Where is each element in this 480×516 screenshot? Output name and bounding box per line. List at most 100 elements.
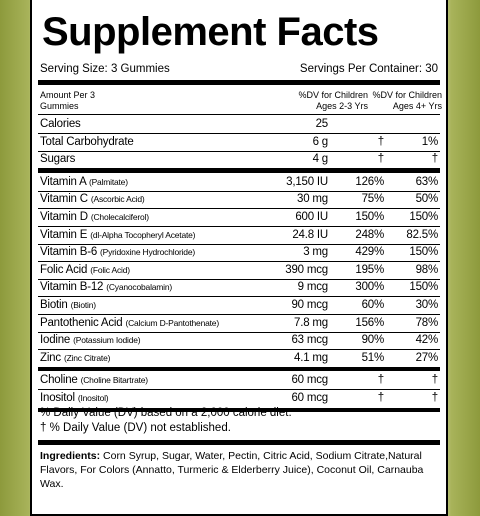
dv-4: † [431,392,438,404]
name: Biotin [40,299,68,311]
amount: 3,150 IU [286,175,328,188]
nutrient-row: Zinc (Zinc Citrate) 4.1 mg 51% 27% [38,350,440,368]
nutrient-name: Vitamin E (dl-Alpha Tocopheryl Acetate) [40,229,195,241]
thick-rule [38,80,440,85]
nutrient-row: Choline (Choline Bitartrate) 60 mcg † † [38,372,440,391]
supplement-label: Supplement Facts Serving Size: 3 Gummies… [30,0,448,516]
name: Vitamin D [40,211,88,223]
dv-2-3: 429% [355,246,384,259]
dv-2-3: † [377,153,384,166]
dv-4: 150% [409,246,438,259]
amount: 600 IU [295,211,328,223]
name: Calories [40,118,81,130]
amount: 30 mg [297,193,328,206]
nutrient-name: Choline (Choline Bitartrate) [40,374,148,386]
amount: 9 mcg [297,281,329,294]
thick-rule [38,440,440,445]
dv-2-3: 156% [355,316,384,329]
amount: 7.8 mg [294,316,328,329]
amount: 6 g [312,135,329,148]
dv-2-3: 60% [361,299,385,311]
amount: 4.1 mg [294,351,328,364]
detail: (Choline Bitartrate) [80,375,149,386]
name: Vitamin C [40,193,88,206]
dv-4: 1% [421,135,438,148]
dv-4: 42% [415,334,439,347]
amount: 390 mcg [285,263,328,276]
dv-4: 98% [415,263,439,276]
detail: (Calcium D-Pantothenate) [125,317,219,328]
rule [38,114,440,115]
nutrient-row: Folic Acid (Folic Acid) 390 mcg 195% 98% [38,262,440,280]
nutrient-name: Calories [40,118,81,130]
dv-2-3: 248% [355,228,384,241]
nutrient-name: Total Carbohydrate [40,136,134,148]
detail: (Ascorbic Acid) [90,194,145,205]
dv-4: 78% [415,316,439,329]
detail: (Folic Acid) [90,264,130,275]
dv-4: † [431,374,438,387]
nutrient-name: Vitamin A (Palmitate) [40,176,128,188]
dv-2-3: † [377,135,384,148]
servings-per-container: Servings Per Container: 30 [299,63,438,75]
amount: 60 mcg [291,392,328,404]
name: Iodine [40,334,71,347]
amount: 3 mg [303,246,328,259]
nutrient-row: Sugars 4 g † † [38,151,440,170]
name: Vitamin E [40,228,88,241]
nutrient-name: Zinc (Zinc Citrate) [40,352,110,364]
dv-2-3: 195% [355,263,384,276]
nutrient-name: Inositol (Inositol) [40,392,109,404]
name: Choline [40,374,78,387]
dv-4: 150% [409,281,438,294]
name: Sugars [40,153,76,166]
dv-4: 30% [415,299,439,311]
dv-4: 50% [415,193,439,206]
dv-4: 150% [409,211,438,223]
nutrient-row: Total Carbohydrate 6 g † 1% [38,134,440,152]
nutrient-row: Calories 25 [38,116,440,134]
dv-2-3: † [377,374,384,387]
name: Zinc [40,351,61,364]
amount: 63 mcg [291,334,328,347]
nutrient-row: Vitamin A (Palmitate) 3,150 IU 126% 63% [38,174,440,192]
amount-header: Amount Per 3 Gummies [40,90,96,111]
dv-header: %DV for Children Ages 4+ Yrs [372,90,442,111]
serving-size: Serving Size: 3 Gummies [40,63,170,75]
nutrient-name: Vitamin D (Cholecalciferol) [40,211,149,223]
name: Vitamin B-6 [40,246,98,259]
name: Pantothenic Acid [40,316,123,329]
dv-header: %DV for Children Ages 2-3 Yrs [298,90,368,111]
nutrient-row: Vitamin B-6 (Pyridoxine Hydrochloride) 3 … [38,244,440,263]
dv-2-3: 300% [355,281,384,294]
amount: 24.8 IU [292,228,328,241]
detail: (Zinc Citrate) [63,352,111,363]
detail: (Potassium Iodide) [73,335,141,346]
dv-2-3: 150% [355,211,384,223]
detail: (Cyanocobalamin) [106,282,173,293]
nutrient-name: Vitamin B-6 (Pyridoxine Hydrochloride) [40,246,195,258]
dv-4: 82.5% [406,228,438,241]
nutrient-name: Vitamin C (Ascorbic Acid) [40,193,145,205]
detail: (dl-Alpha Tocopheryl Acetate) [90,229,196,240]
nutrient-row: Iodine (Potassium Iodide) 63 mcg 90% 42% [38,332,440,351]
nutrient-name: Folic Acid (Folic Acid) [40,264,130,276]
dv-2-3: † [377,392,384,404]
title: Supplement Facts [42,10,379,54]
dv-4: 63% [415,175,439,188]
thick-rule [38,367,440,372]
detail: (Inositol) [77,393,109,403]
dv-4: 27% [415,351,439,364]
amount: 25 [315,118,329,130]
nutrient-row: Vitamin E (dl-Alpha Tocopheryl Acetate) 2… [38,227,440,245]
detail: (Cholecalciferol) [90,212,149,222]
nutrient-row: Pantothenic Acid (Calcium D-Pantothenate… [38,315,440,333]
name: Total Carbohydrate [40,135,134,148]
nutrient-row: Vitamin D (Cholecalciferol) 600 IU 150% 150… [38,209,440,227]
footnote: † % Daily Value (DV) not established. [40,422,231,434]
amount: 60 mcg [291,374,328,387]
detail: (Palmitate) [88,176,128,187]
nutrient-name: Pantothenic Acid (Calcium D-Pantothenate… [40,317,219,329]
nutrient-row: Vitamin B-12 (Cyanocobalamin) 9 mcg 300% 15… [38,279,440,298]
